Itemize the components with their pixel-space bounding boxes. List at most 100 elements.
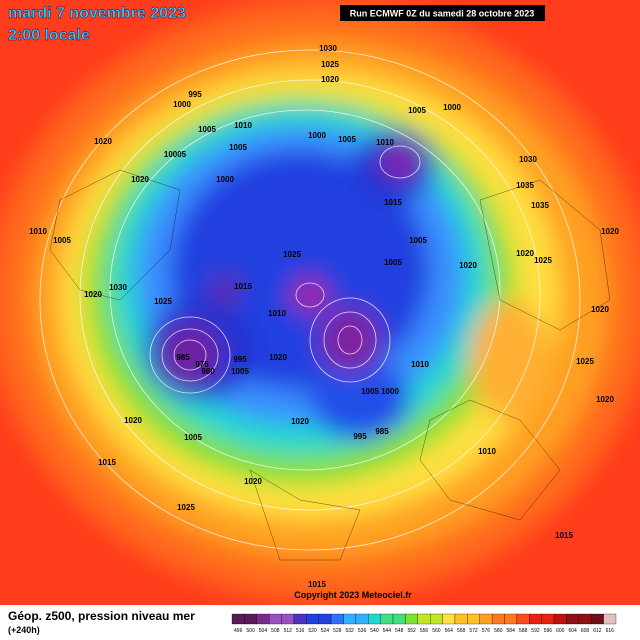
isobar-label: 1010 [376,138,394,147]
scale-label: 592 [531,628,540,634]
isobar-label: 1000 [173,100,191,109]
isobar-label: 1015 [308,580,326,589]
scale-swatch [578,613,592,625]
scale-label: 564 [445,628,454,634]
scale-label: 584 [507,628,516,634]
isobar-label: 1020 [131,175,149,184]
isobar-label: 995 [233,355,247,364]
isobar-label: 1020 [84,290,102,299]
scale-swatch [491,613,505,625]
scale-label: 532 [346,628,355,634]
scale-label: 552 [407,628,416,634]
scale-swatch [330,613,344,625]
scale-label: 604 [568,628,577,634]
isobar-label: 1025 [154,297,172,306]
isobar-label: 985 [375,427,389,436]
scale-label: 616 [606,628,615,634]
scale-swatch [603,613,617,625]
isobar-label: 1015 [98,458,116,467]
scale-label: 528 [333,628,342,634]
isobar-label: 1025 [321,60,339,69]
isobar-label: 1000 [381,387,399,396]
scale-label: 496 [234,628,243,634]
isobar-label: 1020 [244,477,262,486]
isobar-label: 1030 [109,283,127,292]
scale-swatch [405,613,418,625]
isobar-label: 1025 [177,503,195,512]
scale-label: 512 [284,628,293,634]
scale-swatch [244,613,257,625]
scale-swatch [318,613,332,625]
isobar-label: 1005 [384,258,402,267]
scale-label: 568 [457,628,466,634]
isobar-label: 1020 [124,416,142,425]
scale-swatch [306,613,319,625]
isobar-label: 1010 [234,121,252,130]
isobar-label: 1035 [516,181,534,190]
scale-swatch [442,613,456,625]
isobar-label: 1030 [319,44,337,53]
scale-label: 520 [308,628,317,634]
scale-swatch [516,613,530,625]
isobar-label: 1020 [516,249,534,258]
scale-swatch [269,613,282,625]
scale-swatch [504,613,518,625]
isobar-label: 1015 [555,531,573,540]
copyright: Copyright 2023 Meteociel.fr [294,590,412,600]
isobar-label: 1005 [409,236,427,245]
isobar-label: 1005 [408,106,426,115]
isobar-label: 1025 [534,256,552,265]
scale-label: 560 [432,628,441,634]
isobar-label: 1015 [234,282,252,291]
coastlines [49,169,611,561]
isobar-label: 1025 [283,250,301,259]
scale-label: 556 [420,628,429,634]
isobar-label: 1025 [576,357,594,366]
isobar-label: 1020 [591,305,609,314]
isobar-label: 1035 [531,201,549,210]
isobar-label: 1000 [216,175,234,184]
isobar-label: 1020 [596,395,614,404]
isobar-label: 1010 [478,447,496,456]
scale-label: 504 [259,628,268,634]
scale-swatch [479,613,493,625]
isobar-label: 1030 [519,155,537,164]
scale-swatch [355,613,369,625]
isobar-label: 1020 [94,137,112,146]
scale-swatch [417,613,431,625]
isobar-label: 1005 [231,367,249,376]
isobar-label: 995 [353,432,367,441]
map-title: mardi 7 novembre 2023 [8,5,186,22]
isobar-label: 1020 [459,261,477,270]
isobar-label: 1005 [184,433,202,442]
scale-label: 600 [556,628,565,634]
isobar-label: 1005 [361,387,379,396]
scale-swatch [380,613,394,625]
map-subtitle: 2:00 locale [8,27,90,44]
scale-swatch [541,613,555,625]
footer-subtitle: (+240h) [8,625,40,635]
color-scale: 496 500 504 508 512 516 520 524 528 532 536 540 544 5… [231,613,617,634]
scale-label: 596 [544,628,553,634]
scale-label: 580 [494,628,503,634]
scale-label: 548 [395,628,404,634]
isobar-label: 1010 [411,360,429,369]
scale-label: 516 [296,628,305,634]
isobar-label: 1010 [29,227,47,236]
isobar-label: 1020 [601,227,619,236]
scale-label: 608 [581,628,590,634]
scale-swatch [566,613,579,625]
scale-label: 572 [469,628,478,634]
scale-swatch [343,613,357,625]
isobar-label: 1000 [443,103,461,112]
isobar-label: 1000 [308,131,326,140]
scale-swatch [591,613,604,625]
footer-title: Géop. z500, pression niveau mer [8,609,195,623]
scale-label: 540 [370,628,379,634]
isobar-label: 1020 [269,353,287,362]
scale-swatch [293,613,307,625]
isobar-label: 985 [176,353,190,362]
isobar-label: 995 [188,90,202,99]
